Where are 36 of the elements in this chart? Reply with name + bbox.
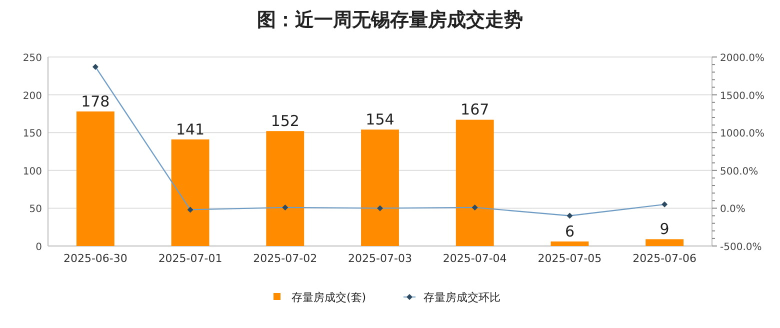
y2-tick-label: 1500.0%: [720, 90, 764, 102]
bar: [171, 139, 210, 246]
bar: [550, 241, 589, 246]
x-tick-label: 2025-07-01: [158, 252, 222, 265]
data-label: 9: [660, 220, 670, 238]
data-label: 178: [81, 92, 110, 110]
x-tick-label: 2025-07-03: [348, 252, 412, 265]
y-tick-label: 150: [22, 128, 42, 140]
y-tick-label: 250: [22, 53, 42, 64]
y-tick-label: 0: [36, 242, 42, 253]
bar: [266, 131, 304, 246]
data-label: 141: [176, 120, 205, 138]
legend-label: 存量房成交环比: [424, 291, 500, 304]
bar: [361, 130, 399, 246]
data-label: 154: [366, 110, 394, 129]
y2-tick-label: -500.0%: [720, 242, 762, 253]
x-tick-label: 2025-07-05: [538, 252, 602, 265]
y-tick-label: 50: [29, 204, 42, 216]
data-label: 6: [564, 222, 574, 240]
data-label: 152: [270, 112, 300, 130]
data-label: 167: [460, 100, 490, 119]
legend-label: 存量房成交(套): [292, 291, 366, 304]
bar: [456, 120, 494, 246]
x-tick-label: 2025-07-02: [253, 252, 318, 265]
y2-tick-label: 0.0%: [720, 204, 746, 216]
y-tick-label: 200: [22, 90, 42, 102]
chart-title: 图：近一周无锡存量房成交走势: [257, 9, 523, 31]
x-tick-label: 2025-07-04: [442, 252, 507, 265]
y-tick-label: 100: [22, 166, 42, 178]
bar: [646, 239, 684, 246]
bar: [76, 111, 114, 246]
y2-tick-label: 1000.0%: [720, 128, 764, 140]
y2-tick-label: 2000.0%: [720, 53, 764, 64]
x-tick-label: 2025-06-30: [63, 252, 128, 265]
y2-tick-label: 500.0%: [720, 166, 758, 178]
x-tick-label: 2025-07-06: [632, 252, 697, 265]
